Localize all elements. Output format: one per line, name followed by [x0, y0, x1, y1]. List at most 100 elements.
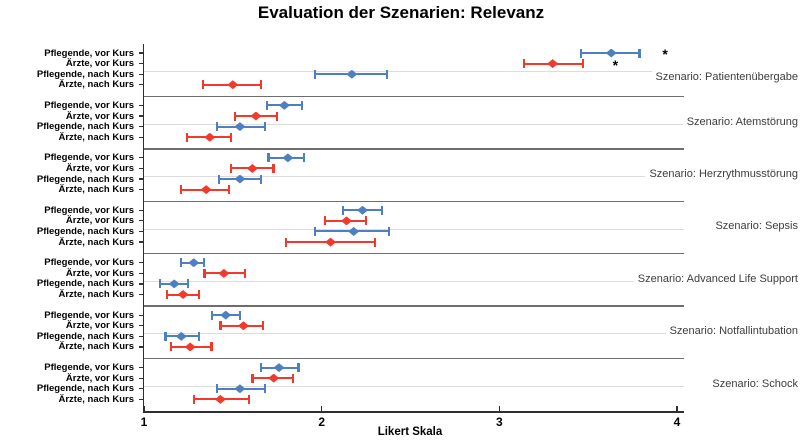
error-bar-cap-right — [292, 373, 295, 383]
row-tick — [139, 220, 144, 222]
row-label: Ärzte, nach Kurs — [58, 131, 135, 143]
row-label: Ärzte, vor Kurs — [65, 162, 134, 174]
row-tick — [139, 73, 144, 75]
error-bar-cap-left — [164, 331, 167, 341]
error-bar-cap-left — [166, 290, 169, 299]
row-label: Ärzte, nach Kurs — [58, 236, 135, 248]
error-bar-cap-right — [228, 185, 231, 195]
error-bar-cap-right — [261, 321, 265, 331]
block-separator — [144, 148, 684, 150]
error-bar-cap-right — [247, 394, 250, 404]
x-tick-label: 4 — [673, 415, 681, 429]
row-tick — [139, 189, 144, 191]
error-bar-cap-left — [285, 237, 288, 247]
error-bar-cap-right — [276, 111, 279, 121]
row-tick — [139, 63, 144, 65]
marker-diamond — [177, 290, 189, 299]
row-tick — [139, 241, 144, 243]
chart-title: Evaluation der Szenarien: Relevanz — [257, 3, 545, 22]
error-bar-cap-left — [169, 342, 172, 352]
x-axis-title: Likert Skala — [377, 426, 443, 438]
row-label: Pflegende, nach Kurs — [36, 121, 134, 133]
error-bar-cap-left — [201, 80, 204, 90]
significance-asterisk: * — [662, 46, 668, 62]
scenario-label: Szenario: Notfallintubation — [665, 324, 798, 339]
row-tick — [139, 157, 144, 159]
error-bar-cap-left — [313, 69, 316, 79]
marker-diamond — [188, 258, 200, 268]
marker-diamond — [214, 394, 226, 404]
error-bar-cap-right — [197, 331, 201, 341]
marker-diamond — [547, 59, 559, 69]
error-bar-cap-left — [313, 226, 316, 236]
error-bar-cap-right — [638, 48, 641, 58]
error-bar-cap-right — [272, 163, 275, 173]
row-label: Pflegende, vor Kurs — [44, 152, 134, 164]
row-label: Ärzte, nach Kurs — [58, 341, 135, 353]
marker-diamond — [184, 342, 196, 352]
row-tick — [139, 272, 144, 274]
error-bar-cap-left — [267, 153, 270, 163]
error-bar-cap-right — [210, 342, 213, 352]
marker-diamond — [348, 226, 360, 236]
row-label: Pflegende, nach Kurs — [36, 330, 134, 342]
row-tick — [139, 314, 144, 316]
row-tick — [139, 346, 144, 348]
error-bar-cap-right — [260, 174, 263, 184]
error-bar-cap-right — [373, 237, 376, 247]
error-bar-cap-right — [387, 226, 391, 236]
y-axis-spine — [142, 44, 145, 411]
row-tick — [139, 178, 144, 180]
error-bar-cap-left — [217, 174, 220, 184]
marker-diamond — [175, 331, 187, 341]
marker-diamond — [218, 268, 230, 278]
x-tick — [320, 406, 323, 411]
scenario-label: Szenario: Herzrythmusstörung — [645, 167, 798, 182]
row-label: Ärzte, vor Kurs — [65, 320, 134, 332]
error-bar-cap-left — [180, 185, 183, 195]
error-bar-cap-left — [215, 384, 219, 394]
row-tick — [139, 230, 144, 233]
block-separator — [144, 200, 684, 203]
error-bar-cap-left — [203, 268, 206, 278]
marker-diamond — [234, 174, 246, 184]
error-bar-cap-right — [386, 69, 389, 79]
error-bar-cap-right — [380, 205, 384, 215]
error-bar-cap-left — [215, 122, 219, 132]
error-bar-cap-left — [324, 216, 327, 226]
row-label: Ärzte, nach Kurs — [58, 393, 135, 405]
row-gridline — [144, 333, 684, 335]
row-label: Pflegende, vor Kurs — [44, 204, 134, 216]
marker-diamond — [357, 205, 369, 215]
error-bar-cap-left — [260, 363, 263, 373]
block-separator — [144, 305, 684, 307]
error-bar-cap-left — [180, 258, 183, 268]
error-bar-cap-right — [300, 100, 304, 110]
x-tick — [676, 406, 678, 411]
row-label: Pflegende, vor Kurs — [44, 362, 134, 374]
marker-diamond — [234, 384, 246, 394]
row-label: Ärzte, vor Kurs — [65, 110, 134, 122]
marker-diamond — [237, 321, 249, 331]
row-tick — [139, 167, 144, 170]
row-gridline — [144, 228, 684, 230]
error-bar-cap-right — [581, 59, 584, 69]
row-tick — [139, 283, 144, 285]
marker-diamond — [234, 122, 246, 132]
row-label: Pflegende, vor Kurs — [44, 309, 134, 321]
row-label: Ärzte, vor Kurs — [65, 215, 134, 227]
marker-diamond — [605, 48, 617, 58]
marker-diamond — [282, 153, 294, 163]
row-gridline — [144, 123, 684, 125]
x-tick-label: 3 — [495, 415, 503, 429]
row-gridline — [144, 280, 684, 282]
row-tick — [139, 335, 144, 337]
error-bar-cap-right — [260, 80, 263, 90]
marker-diamond — [227, 80, 239, 90]
row-label: Ärzte, nach Kurs — [58, 79, 135, 91]
row-tick — [139, 293, 144, 296]
row-tick — [139, 366, 144, 369]
row-label: Ärzte, nach Kurs — [58, 184, 135, 196]
scenario-label: Szenario: Patientenübergabe — [651, 69, 798, 84]
